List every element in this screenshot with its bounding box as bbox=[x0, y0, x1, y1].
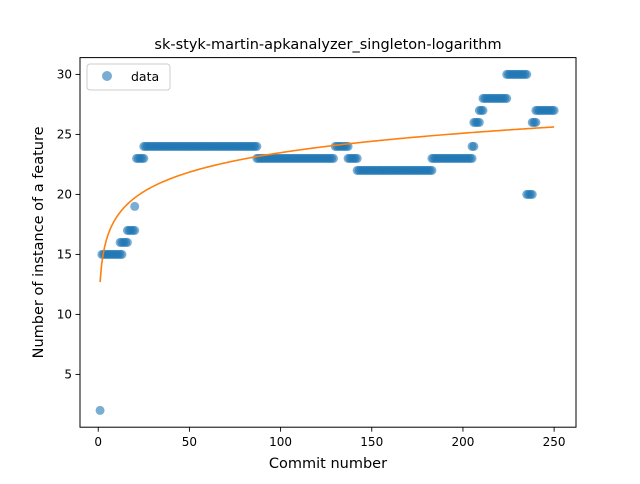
data-point bbox=[531, 117, 541, 127]
data-point bbox=[352, 153, 362, 163]
data-point bbox=[252, 141, 262, 151]
data-point bbox=[469, 141, 479, 151]
y-tick-label: 15 bbox=[57, 248, 72, 262]
y-tick-label: 20 bbox=[57, 188, 72, 202]
y-axis-label: Number of instance of a feature bbox=[31, 126, 47, 358]
x-tick-label: 200 bbox=[451, 435, 474, 449]
data-point bbox=[527, 189, 537, 199]
chart-title: sk-styk-martin-apkanalyzer_singleton-log… bbox=[154, 37, 501, 53]
data-point bbox=[95, 405, 105, 415]
data-point bbox=[122, 237, 132, 247]
data-point bbox=[130, 201, 140, 211]
legend: data bbox=[86, 63, 171, 91]
plot-frame bbox=[79, 57, 577, 428]
data-point bbox=[328, 153, 338, 163]
legend-label-data: data bbox=[131, 69, 159, 84]
x-axis: 0 50 100 150 200 250 bbox=[94, 427, 566, 449]
y-tick-label: 10 bbox=[57, 308, 72, 322]
data-point bbox=[139, 153, 149, 163]
data-point bbox=[130, 225, 140, 235]
x-tick-label: 0 bbox=[94, 435, 102, 449]
data-point bbox=[522, 69, 532, 79]
y-axis: 5 10 15 20 25 30 bbox=[57, 68, 80, 382]
legend-box bbox=[86, 63, 171, 91]
x-tick-label: 150 bbox=[360, 435, 383, 449]
data-point bbox=[474, 117, 484, 127]
y-tick-label: 5 bbox=[64, 368, 72, 382]
fit-line bbox=[99, 126, 555, 283]
data-point bbox=[467, 153, 477, 163]
x-tick-label: 250 bbox=[543, 435, 566, 449]
data-point bbox=[427, 165, 437, 175]
data-point bbox=[478, 105, 488, 115]
x-tick-label: 100 bbox=[269, 435, 292, 449]
data-point bbox=[502, 93, 512, 103]
x-axis-label: Commit number bbox=[269, 456, 387, 472]
y-tick-label: 30 bbox=[57, 68, 72, 82]
legend-marker bbox=[102, 71, 112, 81]
data-point bbox=[549, 105, 559, 115]
x-tick-label: 50 bbox=[182, 435, 197, 449]
y-tick-label: 25 bbox=[57, 128, 72, 142]
plot-area bbox=[95, 69, 559, 415]
data-point bbox=[117, 249, 127, 259]
